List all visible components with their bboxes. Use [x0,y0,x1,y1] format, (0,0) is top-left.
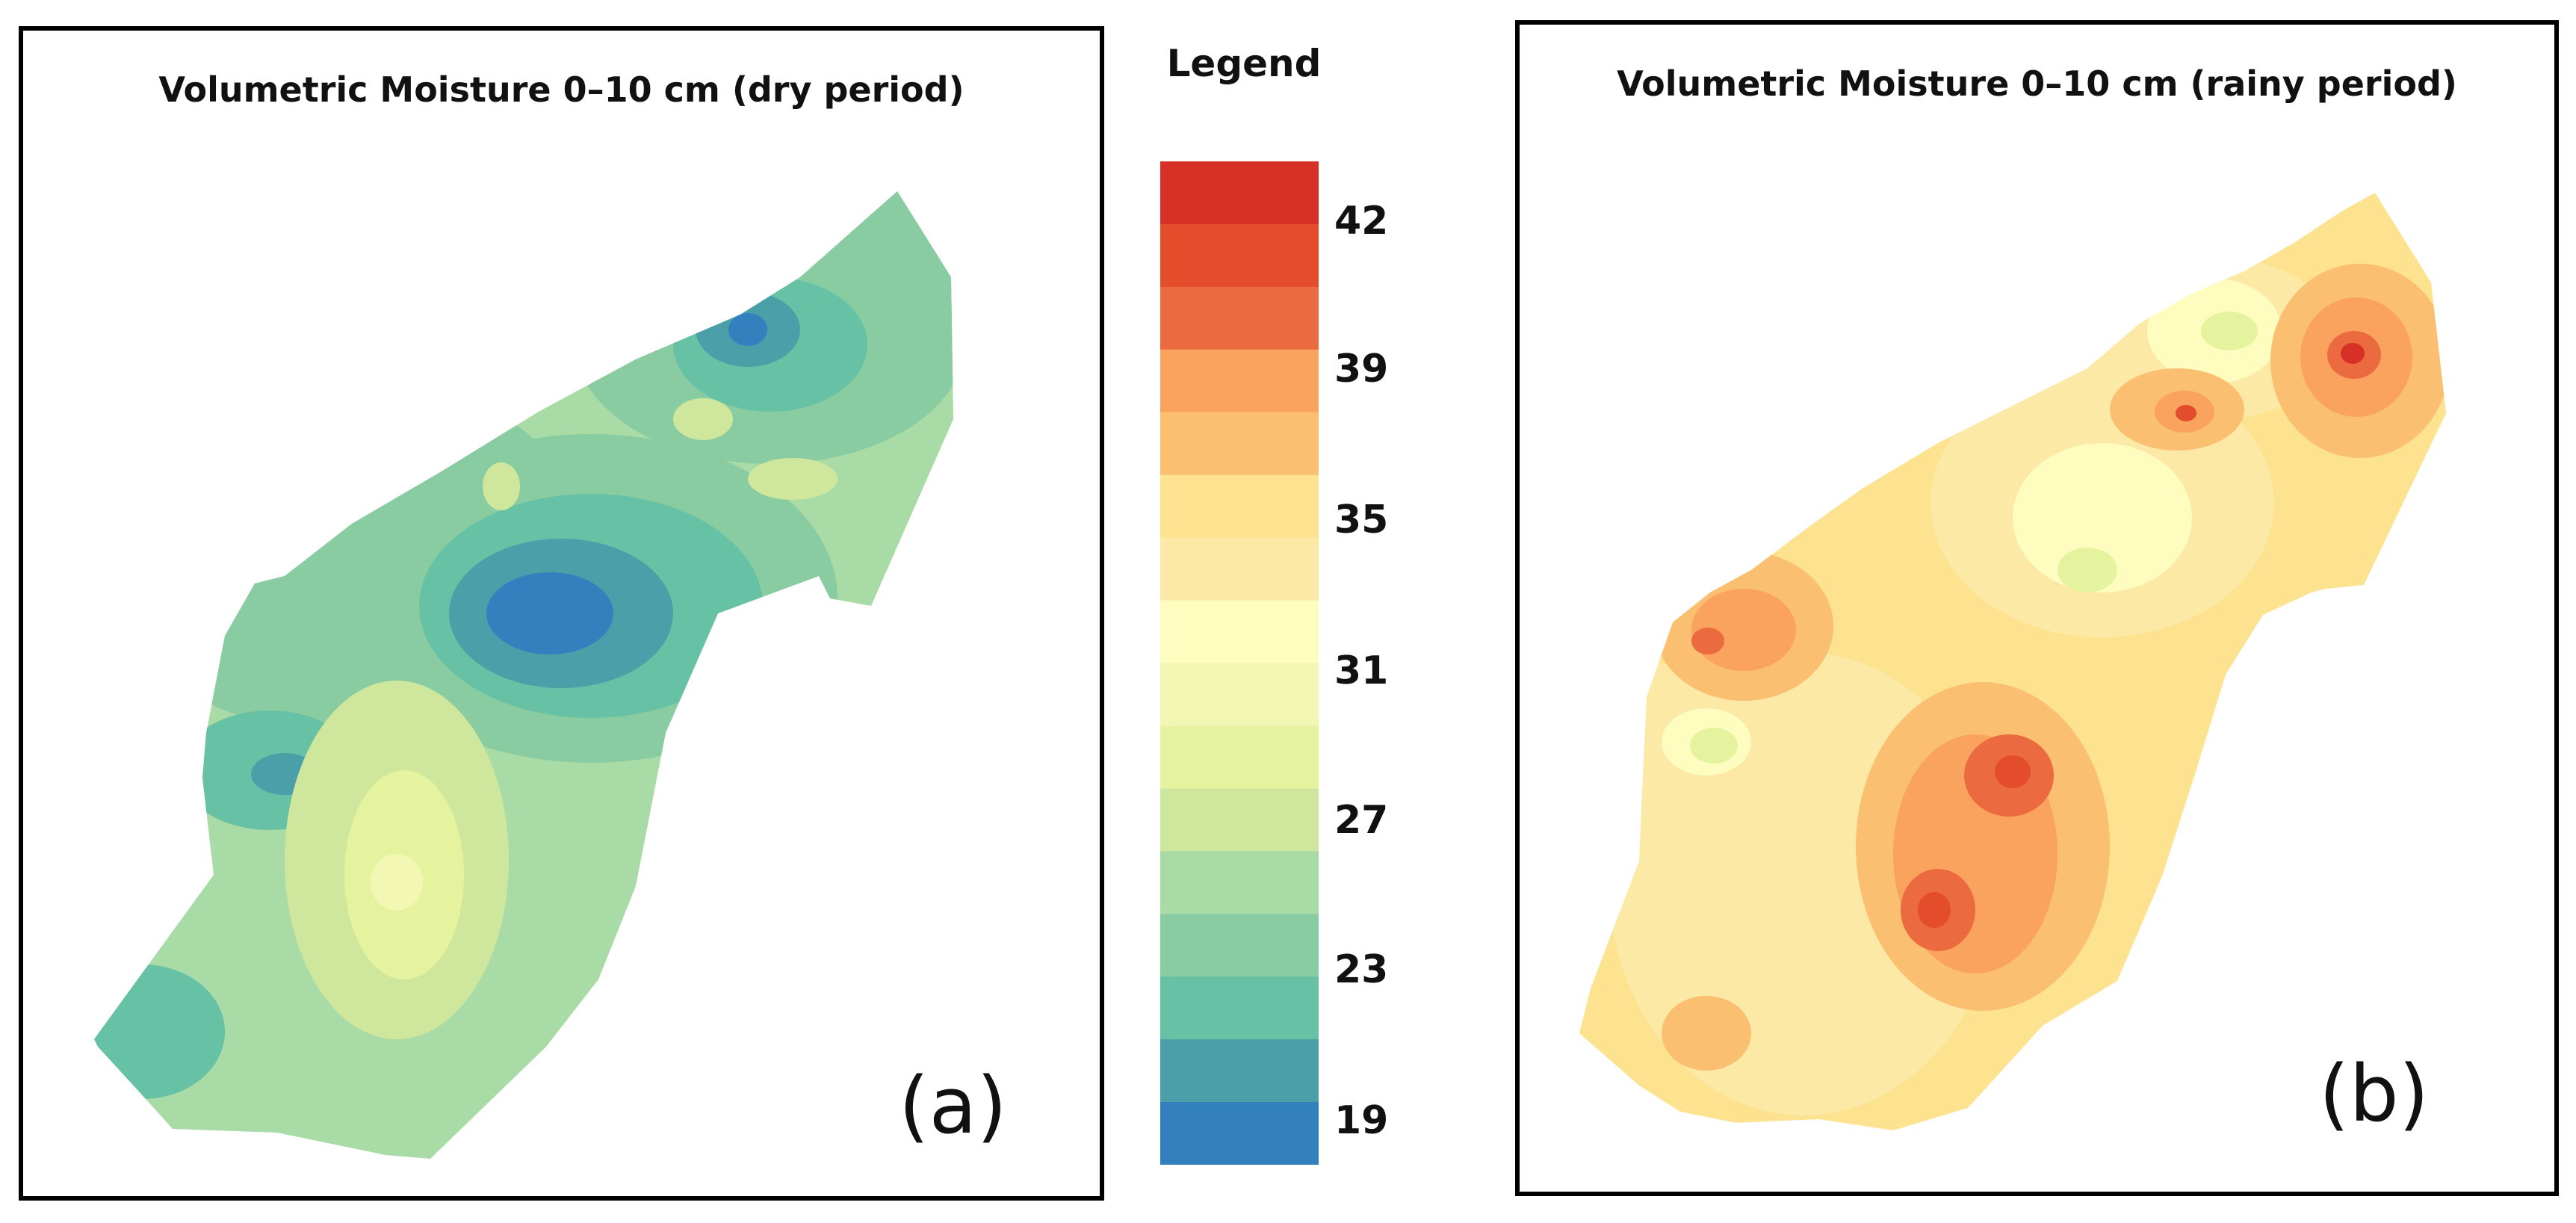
legend-class-4 [1160,412,1319,476]
legend-class-9 [1160,725,1319,789]
panel-a-title: Volumetric Moisture 0–10 cm (dry period) [158,69,965,110]
panel-a-label: (a) [899,1060,1007,1151]
legend-class-10 [1160,788,1319,852]
legend-tick-27: 27 [1334,798,1389,843]
legend-class-8 [1160,663,1319,727]
legend-class-15 [1160,1102,1319,1165]
legend-color-bar [1160,161,1319,1165]
panel-b-label: (b) [2319,1048,2430,1139]
panel-rainy-period: Volumetric Moisture 0–10 cm (rainy perio… [1515,20,2559,1196]
legend-class-1 [1160,223,1319,288]
legend-class-14 [1160,1039,1319,1103]
legend-class-3 [1160,349,1319,413]
panel-b-title: Volumetric Moisture 0–10 cm (rainy perio… [1617,64,2457,104]
dry-period-moisture-map [94,191,953,1159]
legend-class-0 [1160,161,1319,225]
panel-dry-period: Volumetric Moisture 0–10 cm (dry period) [19,26,1104,1201]
legend-class-5 [1160,474,1319,539]
legend-class-7 [1160,600,1319,664]
legend-tick-42: 42 [1334,199,1389,244]
legend-tick-39: 39 [1334,347,1389,391]
legend-tick-35: 35 [1334,498,1389,542]
legend-title: Legend [1166,42,1322,85]
legend-tick-19: 19 [1334,1098,1389,1143]
legend-class-2 [1160,286,1319,350]
legend-class-12 [1160,914,1319,977]
legend-class-11 [1160,851,1319,914]
legend-class-6 [1160,537,1319,601]
rainy-period-moisture-map [1579,193,2446,1130]
legend-tick-23: 23 [1334,947,1389,992]
legend-class-13 [1160,976,1319,1040]
legend-tick-31: 31 [1334,648,1389,693]
